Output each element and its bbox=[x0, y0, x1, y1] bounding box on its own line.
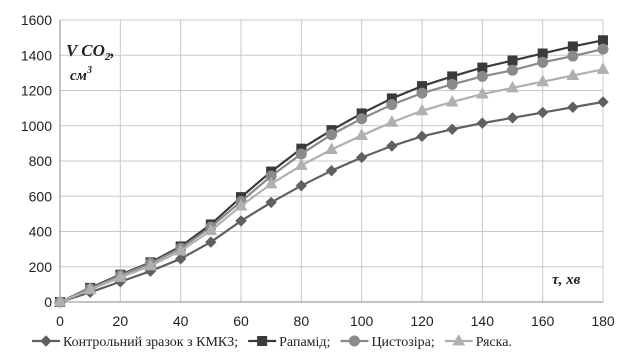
tick-labels: 0 200 400 600 800 1000 1200 1400 1600 0 20 40 60 80 10… bbox=[21, 12, 615, 329]
data-point bbox=[416, 87, 428, 99]
data-point bbox=[326, 129, 337, 141]
legend-item-4: Ряска. bbox=[444, 333, 512, 350]
data-point bbox=[386, 140, 398, 152]
legend-label: Рапамід; bbox=[279, 335, 330, 350]
y-tick-label: 1200 bbox=[21, 83, 52, 99]
legend-item-3: Цистозіра; bbox=[340, 335, 435, 350]
data-point bbox=[536, 74, 550, 87]
grid bbox=[59, 19, 604, 303]
data-point bbox=[597, 96, 609, 108]
series-4 bbox=[53, 62, 610, 307]
data-point bbox=[295, 179, 308, 192]
y-axis-label: V CO2, bbox=[66, 41, 115, 63]
y-tick-label: 1600 bbox=[21, 12, 52, 28]
x-axis-label: τ, хв bbox=[552, 272, 581, 288]
legend-label: Цистозіра; bbox=[371, 335, 434, 350]
data-point bbox=[325, 142, 338, 155]
data-point bbox=[537, 48, 548, 59]
data-point bbox=[507, 55, 518, 66]
data-point bbox=[596, 62, 610, 74]
data-point bbox=[476, 70, 488, 82]
data-point bbox=[174, 243, 188, 256]
legend-marker bbox=[348, 335, 360, 347]
data-point bbox=[53, 294, 67, 307]
y-tick-label: 1400 bbox=[21, 47, 52, 63]
data-point bbox=[265, 196, 277, 209]
data-point bbox=[113, 270, 127, 282]
data-point bbox=[597, 43, 609, 55]
data-point bbox=[386, 99, 398, 111]
y-tick-label: 600 bbox=[29, 188, 53, 204]
x-tick-label: 60 bbox=[233, 313, 249, 329]
y-tick-label: 800 bbox=[29, 153, 53, 169]
data-point bbox=[567, 41, 578, 52]
x-tick-label: 120 bbox=[410, 313, 434, 329]
data-point bbox=[83, 282, 97, 295]
data-point bbox=[295, 148, 307, 160]
x-tick-label: 40 bbox=[173, 313, 189, 329]
data-point bbox=[356, 113, 368, 125]
data-point bbox=[567, 101, 579, 113]
data-point bbox=[235, 215, 247, 227]
data-point bbox=[325, 164, 338, 177]
data-point bbox=[416, 130, 428, 143]
data-point bbox=[475, 86, 489, 99]
x-tick-label: 160 bbox=[531, 313, 555, 329]
legend: Контрольний зразок з КМКЗ; Рапамід; Цистоз… bbox=[32, 333, 512, 350]
x-tick-label: 20 bbox=[113, 313, 129, 329]
x-tick-label: 180 bbox=[591, 313, 615, 329]
y-axis-label-subscript: 2 bbox=[104, 51, 111, 63]
legend-label: Ряска. bbox=[476, 335, 512, 350]
data-point bbox=[264, 176, 278, 189]
y-axis-unit-superscript: 3 bbox=[86, 65, 92, 76]
data-point bbox=[415, 103, 429, 116]
data-point bbox=[536, 106, 549, 119]
y-tick-label: 1000 bbox=[21, 118, 52, 134]
x-tick-label: 0 bbox=[56, 313, 64, 329]
data-point bbox=[446, 123, 458, 135]
data-point bbox=[204, 223, 218, 236]
y-tick-label: 200 bbox=[29, 259, 53, 275]
data-point bbox=[294, 158, 308, 170]
y-axis-label-comma: , bbox=[109, 41, 114, 60]
legend-marker bbox=[452, 333, 466, 346]
legend-marker bbox=[40, 335, 52, 347]
data-point bbox=[385, 115, 399, 127]
data-point bbox=[174, 253, 187, 265]
y-axis-label-main: V CO bbox=[66, 41, 105, 60]
x-tick-label: 80 bbox=[294, 313, 310, 329]
axes bbox=[59, 20, 603, 303]
data-point bbox=[506, 80, 519, 93]
data-point bbox=[144, 258, 157, 271]
data-point bbox=[598, 35, 608, 46]
legend-item-2: Рапамід; bbox=[248, 335, 330, 350]
series bbox=[53, 35, 610, 308]
data-point bbox=[355, 128, 369, 140]
data-point bbox=[507, 64, 518, 76]
data-point bbox=[566, 68, 580, 81]
data-point bbox=[355, 151, 368, 164]
y-axis-unit: см3 bbox=[70, 65, 92, 84]
data-point bbox=[445, 94, 459, 107]
legend-label: Контрольний зразок з КМКЗ; bbox=[63, 335, 238, 350]
data-point bbox=[476, 117, 489, 129]
data-point bbox=[537, 56, 549, 68]
data-point bbox=[205, 236, 217, 248]
data-point bbox=[567, 50, 579, 62]
data-point bbox=[477, 62, 488, 73]
y-axis-unit-text: см bbox=[70, 68, 87, 84]
data-point bbox=[446, 78, 458, 90]
x-tick-label: 140 bbox=[471, 313, 495, 329]
legend-marker bbox=[257, 336, 268, 346]
y-tick-label: 400 bbox=[29, 224, 53, 240]
x-tick-label: 100 bbox=[350, 313, 374, 329]
y-tick-label: 0 bbox=[44, 294, 52, 310]
data-point bbox=[506, 112, 519, 124]
legend-item-1: Контрольний зразок з КМКЗ; bbox=[32, 335, 238, 350]
data-point bbox=[234, 198, 248, 211]
